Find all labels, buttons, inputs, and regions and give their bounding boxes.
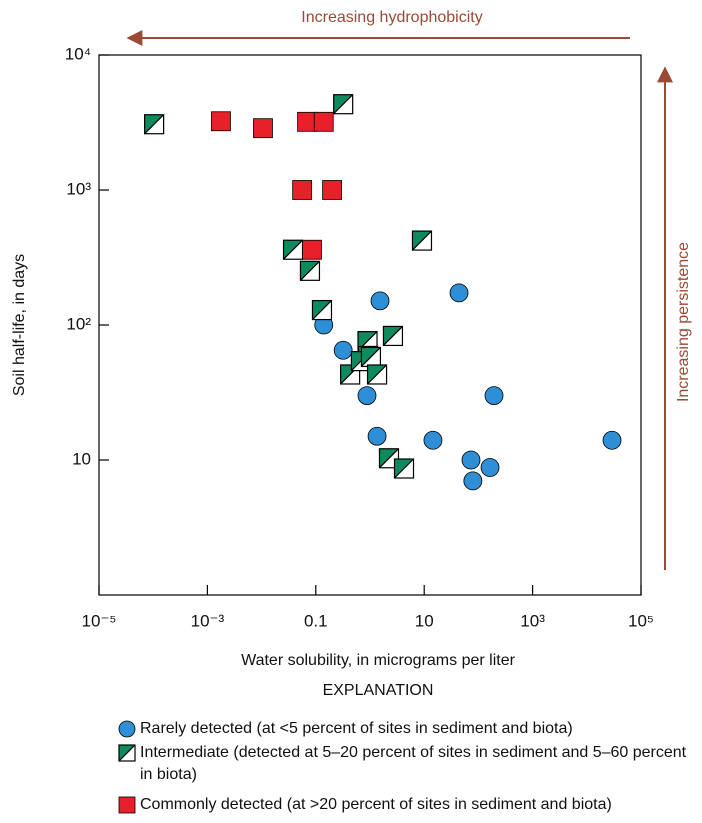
chart: Increasing hydrophobicity Increasing per…	[11, 9, 692, 669]
x-tick-label: 10⁻⁵	[82, 611, 117, 630]
point-border	[333, 94, 354, 115]
point	[463, 471, 483, 491]
point-border	[411, 230, 433, 251]
point-border	[311, 299, 333, 321]
legend-icon	[118, 744, 136, 762]
point	[118, 720, 136, 738]
point-diag	[412, 230, 432, 251]
point-border	[378, 448, 400, 469]
y-tick-label: 10	[72, 449, 91, 468]
point	[602, 430, 622, 450]
point-diag	[144, 114, 165, 135]
point-diag	[383, 326, 403, 346]
point	[382, 325, 404, 347]
point	[333, 94, 354, 115]
point	[411, 230, 433, 251]
point-border	[382, 325, 404, 347]
point-diag	[283, 239, 303, 260]
point-diag	[394, 458, 414, 479]
y-tick-label: 10³	[66, 179, 91, 198]
point	[302, 239, 322, 260]
legend-item: Intermediate (detected at 5–20 percent o…	[118, 742, 700, 786]
point-border	[299, 260, 321, 281]
point-diag	[367, 364, 387, 385]
annotation: Increasing hydrophobicity	[301, 9, 482, 26]
x-tick-label: 10⁵	[628, 611, 654, 630]
legend-title: EXPLANATION	[322, 682, 434, 699]
point	[480, 458, 500, 477]
point-diag	[312, 300, 332, 320]
legend-item: Rarely detected (at <5 percent of sites …	[118, 718, 700, 740]
point-border	[118, 744, 136, 762]
point	[333, 340, 353, 360]
legend-item: Commonly detected (at >20 percent of sit…	[118, 794, 700, 816]
point	[461, 450, 481, 470]
annotation: Increasing persistence	[675, 242, 692, 402]
point	[449, 283, 469, 303]
point	[299, 260, 321, 281]
point	[393, 458, 415, 479]
y-tick-label: 10²	[66, 314, 91, 333]
point-border	[340, 364, 361, 385]
point-diag	[118, 744, 136, 762]
point	[292, 180, 313, 200]
point	[118, 744, 136, 762]
x-tick-label: 10³	[520, 611, 545, 630]
legend-label: Intermediate (detected at 5–20 percent o…	[140, 744, 687, 783]
point-diag	[333, 94, 354, 115]
point	[297, 111, 317, 132]
point	[423, 430, 443, 450]
point	[144, 114, 165, 135]
y-axis-title: Soil half-life, in days	[11, 254, 28, 396]
point	[211, 111, 231, 132]
point-border	[393, 458, 415, 479]
point-diag	[360, 347, 381, 367]
point	[311, 299, 333, 321]
point	[370, 291, 390, 311]
point	[378, 448, 400, 469]
plot-frame	[98, 54, 642, 596]
x-axis-title: Water solubility, in micrograms per lite…	[241, 652, 516, 669]
legend-icon	[118, 720, 136, 738]
point-border	[144, 114, 165, 135]
point	[360, 346, 382, 368]
point	[322, 180, 343, 200]
legend-label: Commonly detected (at >20 percent of sit…	[140, 796, 612, 813]
point	[357, 386, 377, 405]
point	[366, 364, 388, 385]
x-tick-label: 10⁻³	[191, 611, 225, 630]
x-tick-label: 10	[415, 611, 434, 630]
point	[313, 111, 334, 132]
point-diag	[300, 260, 320, 281]
y-tick-label: 10⁴	[65, 44, 91, 63]
point	[253, 118, 273, 139]
point	[282, 239, 304, 260]
x-tick-label: 0.1	[304, 611, 328, 630]
point	[484, 386, 504, 405]
point-border	[366, 364, 388, 385]
point	[118, 796, 136, 814]
point	[367, 426, 387, 446]
legend-icon	[118, 796, 136, 814]
legend-label: Rarely detected (at <5 percent of sites …	[140, 720, 573, 737]
point-diag	[379, 448, 399, 469]
